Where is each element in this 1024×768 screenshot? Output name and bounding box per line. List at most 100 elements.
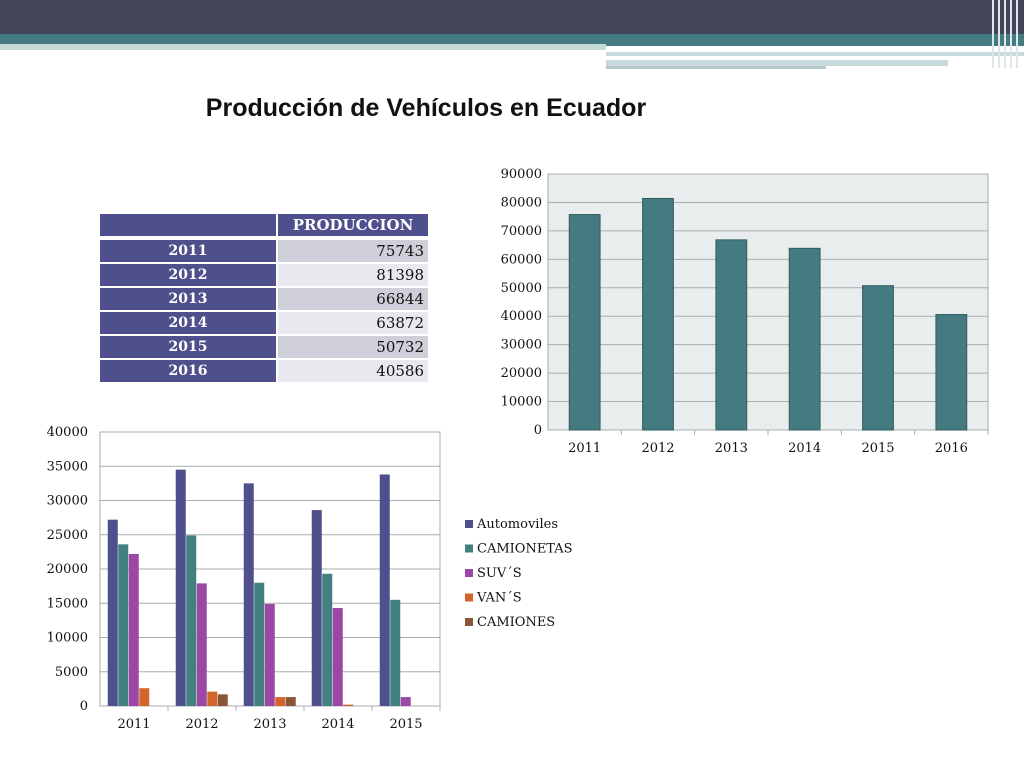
table-cell-value: 40586 <box>278 360 428 384</box>
table-cell-year: 2013 <box>100 288 278 312</box>
bar <box>175 469 186 706</box>
bar <box>311 510 322 706</box>
slide-header-bar <box>0 0 1024 34</box>
table-row: 2016 40586 <box>100 360 428 384</box>
table-cell-year: 2014 <box>100 312 278 336</box>
table-header-produccion: PRODUCCION <box>278 214 428 238</box>
bar <box>343 704 354 706</box>
slide-header-decoration <box>606 52 1024 56</box>
bar <box>568 214 601 431</box>
table-row: 2012 81398 <box>100 264 428 288</box>
x-tick-label: 2013 <box>715 441 748 456</box>
x-tick-label: 2012 <box>641 441 674 456</box>
y-tick-label: 70000 <box>501 224 542 239</box>
legend-label: CAMIONETAS <box>477 542 573 557</box>
bar <box>118 544 129 706</box>
slide-header-stripe <box>998 0 1000 68</box>
production-by-type-chart: 0 5000 10000 15000 20000 25000 30000 35000 40000… <box>47 425 573 732</box>
table-cell-year: 2011 <box>100 240 278 264</box>
x-tick-label: 2011 <box>117 717 150 732</box>
x-tick-label: 2015 <box>861 441 894 456</box>
bar <box>264 603 275 706</box>
x-tick-label: 2013 <box>253 717 286 732</box>
slide-title: Producción de Vehículos en Ecuador <box>205 94 647 122</box>
bar <box>400 697 411 706</box>
y-tick-label: 50000 <box>501 281 542 296</box>
slide-header-stripe <box>1010 0 1012 68</box>
table-row: 2013 66844 <box>100 288 428 312</box>
legend-label: Automoviles <box>476 517 558 532</box>
legend-swatch <box>465 569 473 577</box>
bar <box>935 314 968 431</box>
x-tick-label: 2016 <box>935 441 968 456</box>
y-tick-label: 40000 <box>501 309 542 324</box>
y-tick-label: 35000 <box>47 459 88 474</box>
bar <box>243 483 254 706</box>
total-production-chart: 0 10000 20000 30000 40000 50000 60000 70000 8000… <box>501 167 989 456</box>
slide-header-light-band <box>0 44 606 50</box>
legend-label: SUV´S <box>477 566 522 581</box>
table-row: 2011 75743 <box>100 240 428 264</box>
table-header-row: PRODUCCION <box>100 214 428 238</box>
plot-area <box>547 173 989 431</box>
bar <box>322 573 333 706</box>
bar <box>332 608 343 706</box>
slide-header-decoration <box>606 66 826 69</box>
y-tick-label: 10000 <box>501 395 542 410</box>
table-row: 2014 63872 <box>100 312 428 336</box>
legend-label: CAMIONES <box>477 615 555 630</box>
y-tick-label: 25000 <box>47 528 88 543</box>
bar <box>128 553 139 706</box>
bar <box>107 519 118 706</box>
bar <box>196 583 207 706</box>
table-header-empty-cell <box>100 214 278 238</box>
bar <box>642 197 674 431</box>
table-cell-year: 2012 <box>100 264 278 288</box>
bar <box>139 688 150 706</box>
x-tick-label: 2014 <box>788 441 821 456</box>
y-tick-label: 20000 <box>501 366 542 381</box>
slide-header-stripe <box>1004 0 1006 68</box>
legend-swatch <box>465 544 473 553</box>
y-tick-label: 30000 <box>501 338 542 353</box>
bar <box>186 535 197 706</box>
y-tick-label: 30000 <box>47 494 88 509</box>
y-tick-label: 15000 <box>47 596 88 611</box>
table-row: 2015 50732 <box>100 336 428 360</box>
production-table: PRODUCCION 2011 75743 2012 81398 2013 66… <box>100 214 428 384</box>
x-tick-label: 2012 <box>185 717 218 732</box>
table-cell-value: 81398 <box>278 264 428 288</box>
table-cell-value: 63872 <box>278 312 428 336</box>
bar <box>207 691 218 706</box>
legend-swatch <box>465 618 473 626</box>
bar <box>715 239 748 431</box>
y-tick-label: 40000 <box>47 425 88 440</box>
bar <box>275 697 286 706</box>
bar <box>379 474 390 706</box>
slide-header-teal-band <box>0 34 1024 46</box>
y-tick-label: 0 <box>534 423 542 438</box>
bar <box>254 582 265 706</box>
bar <box>862 285 894 431</box>
slide-header-stripe <box>1016 0 1018 68</box>
table-cell-year: 2015 <box>100 336 278 360</box>
slide-header-decoration <box>606 60 948 66</box>
x-tick-label: 2014 <box>321 717 354 732</box>
y-tick-label: 20000 <box>47 562 88 577</box>
bar <box>788 247 821 431</box>
y-tick-label: 5000 <box>55 665 88 680</box>
y-tick-label: 90000 <box>501 167 542 182</box>
slide-header-stripe <box>992 0 994 68</box>
table-cell-value: 75743 <box>278 240 428 264</box>
legend-swatch <box>465 593 473 602</box>
legend-label: VAN´S <box>476 591 522 606</box>
y-tick-label: 10000 <box>47 631 88 646</box>
bar <box>285 697 296 706</box>
y-tick-label: 60000 <box>501 252 542 267</box>
table-cell-year: 2016 <box>100 360 278 384</box>
bar <box>390 599 401 706</box>
x-tick-label: 2015 <box>389 717 422 732</box>
x-tick-label: 2011 <box>568 441 601 456</box>
legend-swatch <box>465 520 473 528</box>
y-tick-label: 0 <box>80 699 88 714</box>
